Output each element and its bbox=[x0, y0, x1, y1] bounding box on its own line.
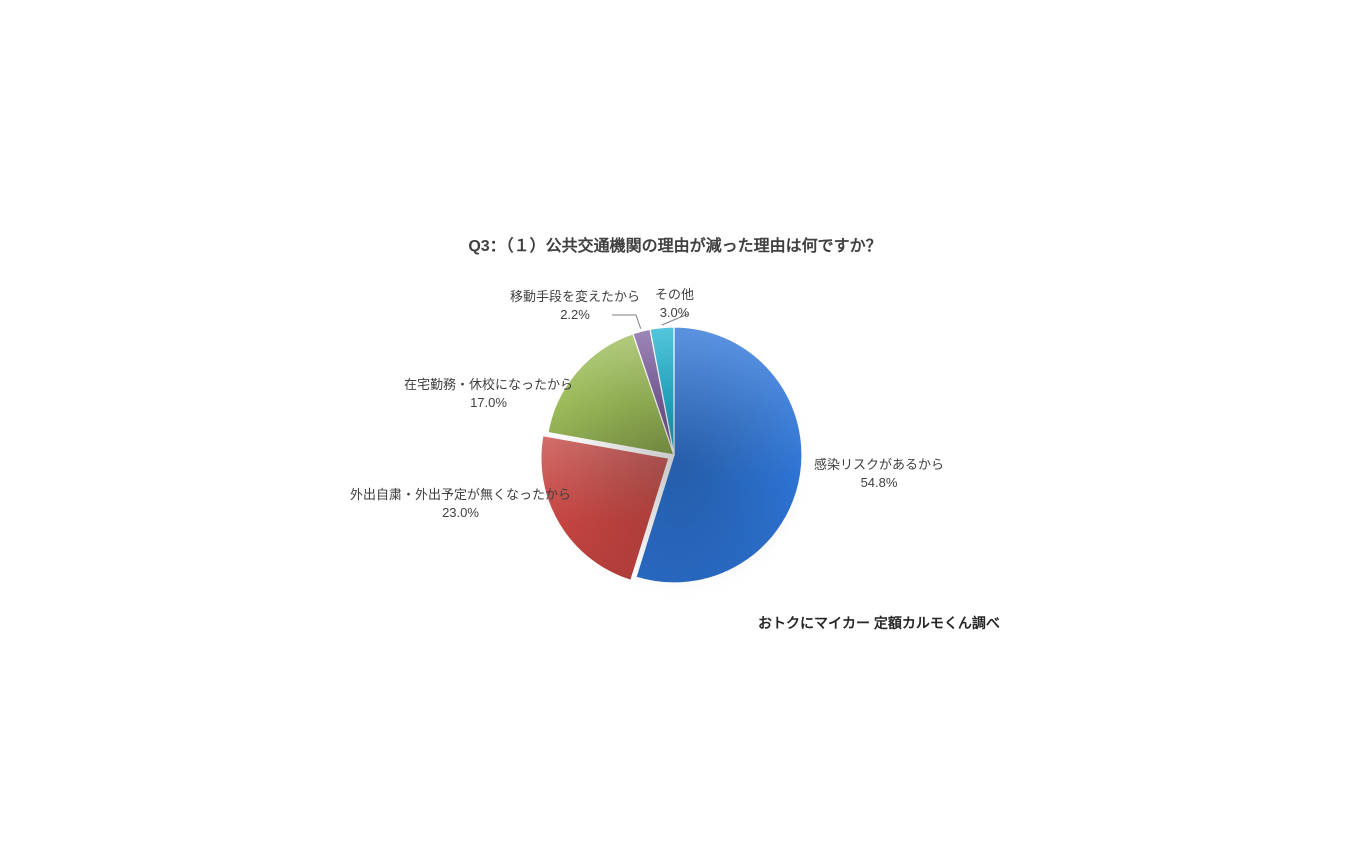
label-pct: 17.0% bbox=[404, 394, 573, 412]
label-no_outing: 外出自粛・外出予定が無くなったから23.0% bbox=[350, 486, 571, 521]
label-name: その他 bbox=[655, 286, 694, 304]
label-pct: 2.2% bbox=[510, 306, 640, 324]
label-name: 外出自粛・外出予定が無くなったから bbox=[350, 486, 571, 504]
label-name: 移動手段を変えたから bbox=[510, 288, 640, 306]
label-infection_risk: 感染リスクがあるから54.8% bbox=[814, 456, 944, 491]
label-changed_transport: 移動手段を変えたから2.2% bbox=[510, 288, 640, 323]
chart-title: Q3：（１）公共交通機関の理由が減った理由は何ですか？ bbox=[0, 232, 1350, 256]
label-name: 在宅勤務・休校になったから bbox=[404, 376, 573, 394]
label-pct: 23.0% bbox=[350, 504, 571, 522]
chart-source: おトクにマイカー 定額カルモくん調べ bbox=[758, 613, 1000, 633]
pie-holder bbox=[526, 307, 842, 623]
label-other: その他3.0% bbox=[655, 286, 694, 321]
label-wfh_school_closed: 在宅勤務・休校になったから17.0% bbox=[404, 376, 573, 411]
pie-chart: Q3：（１）公共交通機関の理由が減った理由は何ですか？ 感染リスクがあるから54… bbox=[0, 0, 1350, 844]
pie-shadow bbox=[548, 333, 808, 593]
label-pct: 54.8% bbox=[814, 474, 944, 492]
label-pct: 3.0% bbox=[655, 304, 694, 322]
label-name: 感染リスクがあるから bbox=[814, 456, 944, 474]
